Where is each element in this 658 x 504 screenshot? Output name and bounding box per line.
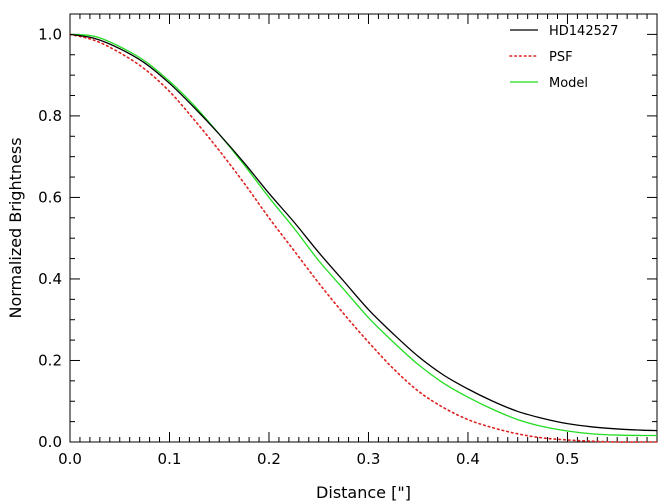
y-tick-label: 1.0 (38, 25, 62, 43)
legend: HD142527 PSF Model (509, 24, 618, 91)
x-tick-label: 0.0 (58, 450, 82, 468)
y-tick-label: 0.6 (38, 188, 62, 206)
y-tick-label: 0.0 (38, 433, 62, 451)
plot-border (69, 13, 658, 443)
series-line-hd142527 (69, 33, 658, 432)
x-tick-label: 0.2 (257, 450, 281, 468)
series-layer (69, 33, 658, 443)
y-tick-label: 0.8 (38, 107, 62, 125)
series-line-psf (69, 33, 658, 443)
series-line-model (69, 33, 658, 437)
legend-label: HD142527 (549, 24, 618, 39)
x-tick-label: 0.4 (456, 450, 480, 468)
legend-label: PSF (549, 50, 573, 65)
x-axis-title: Distance ["] (316, 483, 411, 502)
x-tick-label: 0.3 (357, 450, 381, 468)
y-axis-title: Normalized Brightness (6, 137, 25, 318)
axis-ticks (69, 14, 658, 443)
legend-label: Model (549, 76, 588, 91)
plot-frame (69, 13, 658, 443)
x-tick-label: 0.1 (158, 450, 182, 468)
y-tick-label: 0.2 (38, 351, 62, 369)
tick-labels: 0.0 0.1 0.2 0.3 0.4 0.5 0.0 0.2 0.4 0.6 0.8 1.0 (38, 25, 579, 468)
y-tick-label: 0.4 (38, 270, 62, 288)
x-tick-label: 0.5 (556, 450, 580, 468)
